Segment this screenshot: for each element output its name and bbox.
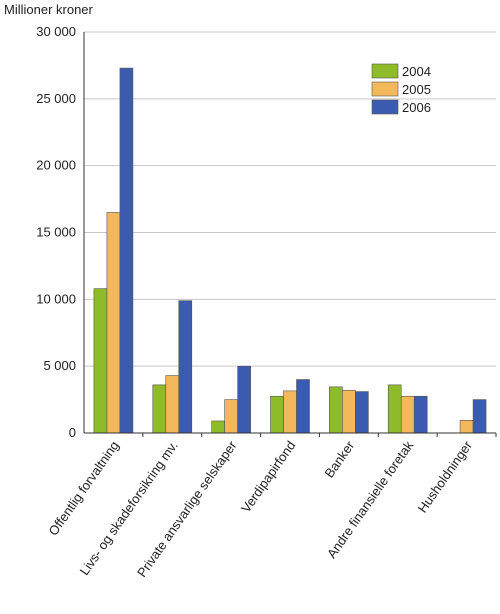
legend: 2004 2005 2006 <box>371 63 431 115</box>
y-tick-label: 0 <box>69 425 76 440</box>
x-tick-label: Livs- og skadeforsikring mv. <box>77 438 181 578</box>
legend-swatch-2005 <box>371 81 399 97</box>
y-tick-label: 30 000 <box>36 24 76 39</box>
y-tick-label: 15 000 <box>36 225 76 240</box>
y-tick-label: 20 000 <box>36 158 76 173</box>
x-tick-label: Banker <box>321 438 357 481</box>
legend-swatch-2006 <box>371 99 399 115</box>
bar-2005 <box>400 395 415 434</box>
bar-2006 <box>413 395 428 434</box>
gridlines <box>84 31 496 367</box>
bar-2004 <box>387 384 402 434</box>
bar-2004 <box>270 395 284 434</box>
y-tick-label: 10 000 <box>36 291 76 306</box>
bar-2006 <box>296 379 310 434</box>
x-tick-label: Verdipapirfond <box>238 438 298 515</box>
bar-2005 <box>165 375 180 434</box>
bar-2005 <box>106 212 121 434</box>
bar-2005 <box>459 420 474 434</box>
legend-swatch-2004 <box>371 63 399 79</box>
legend-label: 2005 <box>402 82 431 97</box>
bar-2006 <box>472 399 487 434</box>
bar-2004 <box>152 384 167 434</box>
axes <box>83 32 497 437</box>
y-axis-title: Millioner kroner <box>4 2 94 17</box>
legend-label: 2004 <box>402 64 431 79</box>
y-tick-labels: 0 5 000 10 000 15 000 20 000 25 000 30 000 <box>36 24 76 440</box>
bar-2006 <box>119 67 134 434</box>
bar-2005 <box>224 399 238 434</box>
x-tick-label: Husholdninger <box>415 438 476 516</box>
legend-label: 2006 <box>402 100 431 115</box>
bar-2006 <box>355 391 369 434</box>
bar-2004 <box>93 288 108 434</box>
x-tick-label: Private ansvarlige selskaper <box>134 438 240 580</box>
bar-2005 <box>283 390 297 434</box>
y-tick-label: 5 000 <box>43 358 76 373</box>
y-tick-label: 25 000 <box>36 91 76 106</box>
bar-2006 <box>237 365 251 434</box>
bar-2005 <box>342 389 356 434</box>
bar-2006 <box>178 300 193 434</box>
bars <box>93 67 487 434</box>
bar-2004 <box>211 420 225 434</box>
bar-2004 <box>329 386 343 434</box>
